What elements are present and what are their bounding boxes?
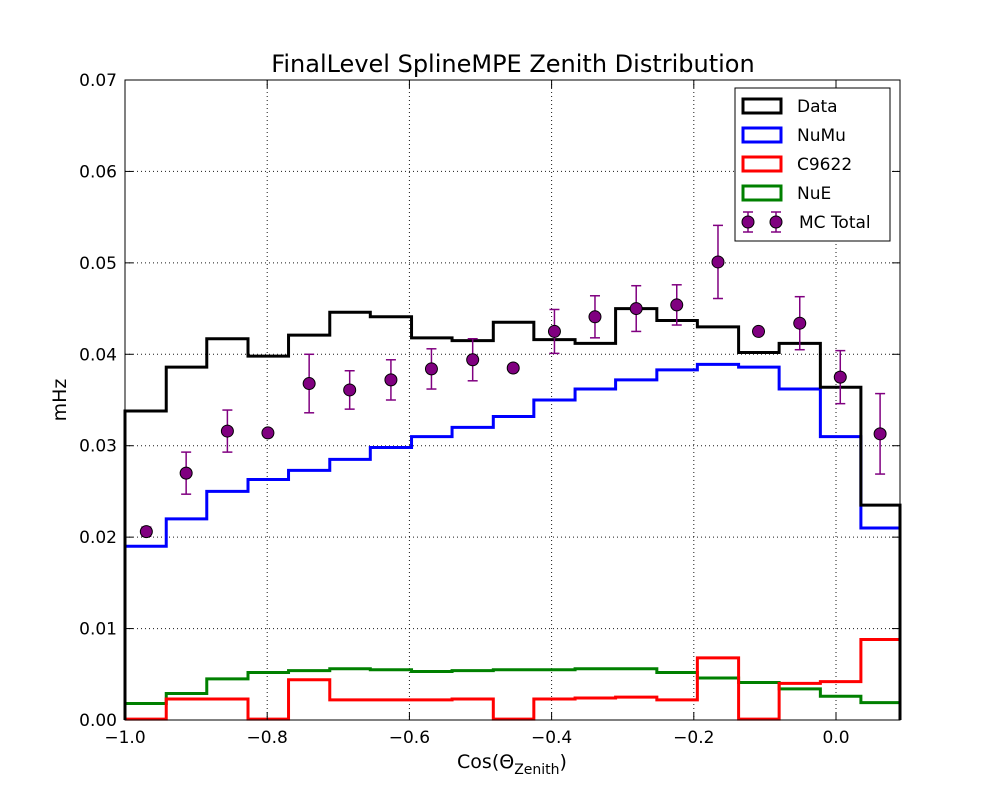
data-point-marker [873, 427, 887, 441]
mc-total-point [670, 284, 684, 326]
mc-total-point [547, 308, 561, 355]
y-tick-label: 0.03 [79, 437, 117, 457]
chart-title: FinalLevel SplineMPE Zenith Distribution [271, 50, 754, 78]
y-tick-label: 0.07 [79, 71, 117, 91]
mc-total-point [629, 284, 643, 333]
mc-total-point [506, 361, 520, 375]
legend-swatch-mc-total [741, 211, 783, 233]
axis-ticks: −1.0 −0.8 −0.6 −0.4 −0.2 0.0 0.00 0.01 0.02 0.03 0… [79, 71, 900, 748]
legend-swatch-nue [741, 184, 783, 202]
mc-total-points [139, 224, 887, 539]
y-tick-label: 0.01 [79, 620, 117, 640]
data-point-marker [547, 324, 561, 338]
legend: Data NuMu C9622 NuE MC Total [734, 87, 891, 242]
data-point-marker [343, 383, 357, 397]
y-tick-label: 0.02 [79, 528, 117, 548]
series-layer [123, 307, 902, 721]
legend-swatch-numu [741, 126, 783, 144]
data-point-marker [670, 298, 684, 312]
data-point-marker [261, 426, 275, 440]
data-point-marker [139, 525, 153, 539]
mc-total-point [424, 348, 438, 390]
y-axis-label: mHz [49, 379, 71, 422]
data-point-marker [302, 377, 316, 391]
legend-label-numu: NuMu [797, 126, 846, 146]
y-tick-label: 0.05 [79, 254, 117, 274]
data-point-marker [506, 361, 520, 375]
y-tick-label: 0.00 [79, 711, 117, 731]
mc-total-point [466, 337, 480, 382]
x-tick-label: −0.6 [389, 728, 430, 748]
data-point-marker [384, 373, 398, 387]
data-point-marker [629, 302, 643, 316]
data-point-marker [752, 324, 766, 338]
plot-frame [124, 79, 901, 721]
legend-marker [769, 215, 783, 229]
data-point-marker [424, 362, 438, 376]
data-point-marker [711, 255, 725, 269]
legend-swatch-c9622 [741, 155, 783, 173]
data-point-marker [220, 424, 234, 438]
mc-total-point [384, 359, 398, 401]
x-tick-label: 0.0 [822, 728, 849, 748]
x-axis-label-subscript: Zenith [514, 762, 559, 778]
data-point-marker [466, 353, 480, 367]
legend-label-data: Data [797, 97, 838, 117]
mc-total-point [752, 324, 766, 338]
legend-swatch-data [741, 97, 783, 115]
legend-marker [741, 215, 755, 229]
series-numu-step [123, 362, 902, 720]
mc-total-point [343, 369, 357, 410]
series-data-step [123, 307, 902, 720]
mc-total-point [873, 392, 887, 475]
x-tick-label: −1.0 [104, 728, 145, 748]
data-point-marker [793, 316, 807, 330]
mc-total-point [220, 409, 234, 453]
x-axis-label-main: Cos(Θ [457, 751, 514, 773]
mc-total-point [179, 451, 193, 495]
x-tick-label: −0.8 [247, 728, 288, 748]
mc-total-point [302, 353, 316, 414]
mc-total-point [833, 349, 847, 405]
data-point-marker [588, 310, 602, 324]
x-axis-label: Cos(ΘZenith) [457, 751, 567, 778]
mc-total-point [588, 295, 602, 339]
mc-total-point [793, 295, 807, 351]
mc-total-point [711, 224, 725, 300]
x-tick-label: −0.2 [673, 728, 714, 748]
data-point-marker [833, 370, 847, 384]
x-tick-label: −0.4 [531, 728, 572, 748]
mc-total-point [261, 426, 275, 440]
y-tick-label: 0.04 [79, 345, 117, 365]
series-c9622-step [123, 638, 902, 721]
legend-label-c9622: C9622 [797, 155, 852, 175]
data-point-marker [179, 466, 193, 480]
mc-total-point [139, 525, 153, 539]
legend-label-mc-total: MC Total [799, 213, 871, 233]
x-axis-label-close: ) [560, 751, 567, 773]
y-tick-label: 0.06 [79, 162, 117, 182]
legend-label-nue: NuE [797, 184, 831, 204]
